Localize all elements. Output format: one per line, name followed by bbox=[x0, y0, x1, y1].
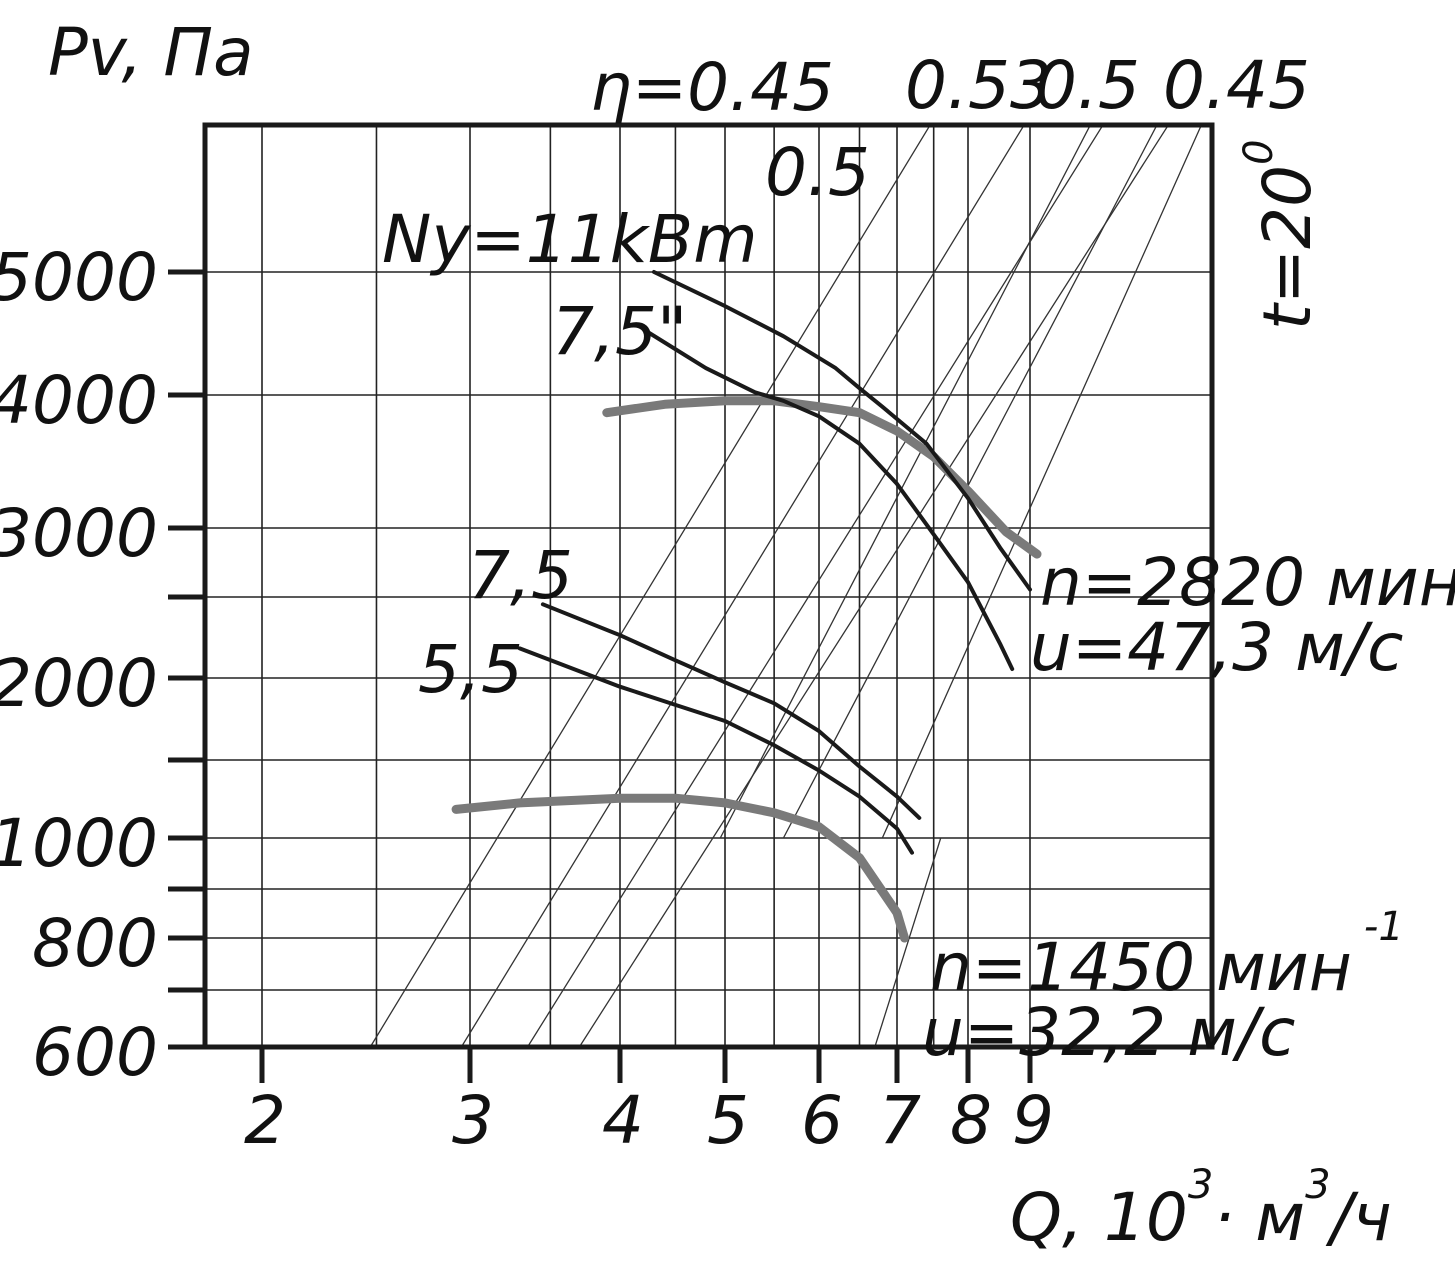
speed-label-low: n=1450 мин -1 bbox=[930, 904, 1404, 1006]
temperature-sup: 0 bbox=[1236, 139, 1282, 164]
x-tick-label-6: 8 bbox=[950, 1082, 992, 1159]
eff-label-045-right: 0.45 bbox=[1163, 47, 1310, 124]
efficiency-line-3 bbox=[578, 124, 1169, 1048]
plot-frame bbox=[202, 122, 1215, 1050]
y-tick-label-0: 600 bbox=[32, 1014, 158, 1091]
efficiency-line-6 bbox=[881, 124, 1202, 839]
x-tick-label-3: 5 bbox=[707, 1082, 749, 1159]
eff-label-05-left: 0.5 bbox=[765, 134, 870, 211]
pressure-curve-3 bbox=[451, 793, 909, 943]
y-axis-title: Pv, Па bbox=[48, 14, 254, 91]
power-curve-4 bbox=[540, 602, 922, 820]
y-tick-label-3: 2000 bbox=[0, 645, 158, 722]
temperature-main: t=20 bbox=[1249, 165, 1326, 330]
efficiency-labels: η=0.450.50.530.5 0.45 bbox=[590, 47, 1310, 211]
speed-label-high: n=2820 мин-1 bbox=[1040, 519, 1455, 621]
speed-low-sup: -1 bbox=[1364, 904, 1404, 950]
x-tick-label-7: 9 bbox=[1012, 1082, 1054, 1159]
power-label-7-5-upper: 7,5" bbox=[552, 293, 687, 370]
power-curve-5 bbox=[517, 646, 914, 855]
eff-label-05-right: 0.5 bbox=[1035, 47, 1140, 124]
x-axis-title-sup2: 3 bbox=[1305, 1162, 1330, 1208]
y-tick-label-1: 800 bbox=[32, 905, 158, 982]
x-axis-title-mid: · м bbox=[1213, 1179, 1305, 1256]
velocity-label-high: u=47,3 м/с bbox=[1030, 609, 1403, 686]
power-curve-2 bbox=[646, 330, 1015, 671]
efficiency-line-1 bbox=[460, 124, 1025, 1048]
y-tick-label-4: 3000 bbox=[0, 495, 158, 572]
x-axis-title: Q, 103· м3/ч bbox=[1010, 1162, 1392, 1256]
power-label-5-5-lower: 5,5 bbox=[418, 631, 523, 708]
power-label-11kw: Ny=11kBm bbox=[382, 201, 758, 278]
x-tick-label-5: 7 bbox=[879, 1082, 921, 1159]
y-tick-label-2: 1000 bbox=[0, 805, 158, 882]
y-tick-label-6: 5000 bbox=[0, 239, 158, 316]
efficiency-lines bbox=[369, 124, 1202, 1048]
x-tick-label-0: 2 bbox=[244, 1082, 286, 1159]
axis-ticks: 2 3 4 5 6 7 8 9 600 800 1000 2000 3000 4000 5000 bbox=[0, 239, 1054, 1159]
efficiency-line-7 bbox=[874, 837, 942, 1048]
pressure-curve-0 bbox=[602, 396, 1042, 559]
velocity-label-low: u=32,2 м/с bbox=[922, 994, 1295, 1071]
x-axis-title-main: Q, 10 bbox=[1010, 1179, 1188, 1256]
curves bbox=[451, 270, 1042, 943]
efficiency-line-0 bbox=[369, 124, 931, 1048]
power-curve-1 bbox=[652, 270, 1032, 592]
x-axis-title-sup1: 3 bbox=[1188, 1162, 1213, 1208]
x-tick-label-1: 3 bbox=[452, 1082, 494, 1159]
speed-high-main: n=2820 мин bbox=[1040, 544, 1455, 621]
power-label-7-5-lower: 7,5 bbox=[468, 537, 573, 614]
eff-label-053: 0.53 bbox=[905, 47, 1052, 124]
y-tick-label-5: 4000 bbox=[0, 362, 158, 439]
eff-label-045-left: η=0.45 bbox=[590, 49, 834, 126]
efficiency-line-4 bbox=[719, 124, 1091, 839]
speed-low-main: n=1450 мин bbox=[930, 929, 1352, 1006]
x-tick-label-2: 4 bbox=[602, 1082, 644, 1159]
efficiency-line-2 bbox=[526, 124, 1104, 1048]
x-axis-title-tail: /ч bbox=[1326, 1179, 1392, 1256]
x-tick-label-4: 6 bbox=[801, 1082, 843, 1159]
efficiency-line-5 bbox=[782, 124, 1158, 839]
temperature-label: t=200 bbox=[1236, 139, 1326, 330]
